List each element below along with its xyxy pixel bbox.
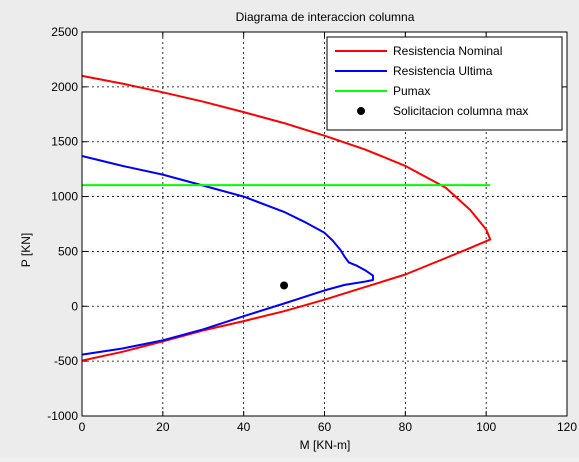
y-tick-label: -500 <box>54 354 78 368</box>
chart-title: Diagrama de interaccion columna <box>236 10 415 24</box>
legend-box <box>326 36 563 131</box>
x-tick-label: 20 <box>156 420 170 434</box>
series-line-resistencia-nominal <box>81 74 492 362</box>
y-tick-label: 2500 <box>51 25 78 39</box>
legend-label: Solicitacion columna max <box>393 104 528 118</box>
y-tick-label: 1500 <box>51 135 78 149</box>
x-tick-label: 80 <box>399 420 413 434</box>
legend-label: Resistencia Nominal <box>393 44 502 58</box>
x-tick-label: 100 <box>476 420 496 434</box>
axes-frame <box>81 31 568 417</box>
x-tick-label: 0 <box>79 420 86 434</box>
legend-marker-solicitacion <box>357 107 365 115</box>
x-axis-label: M [KN-m] <box>300 438 351 452</box>
y-tick-label: 2000 <box>51 80 78 94</box>
x-tick-label: 120 <box>557 420 577 434</box>
y-axis-label: P [KN] <box>19 233 33 267</box>
y-tick-label: 0 <box>71 299 78 313</box>
legend-label: Resistencia Ultima <box>393 64 493 78</box>
x-tick-label: 40 <box>237 420 251 434</box>
data-point-solicitacion <box>280 281 289 290</box>
x-tick-label: 60 <box>318 420 332 434</box>
y-tick-label: -1000 <box>47 409 78 423</box>
y-tick-label: 1000 <box>51 190 78 204</box>
series-line-resistencia-ultima <box>81 155 374 356</box>
y-tick-label: 500 <box>58 244 78 258</box>
legend-label: Pumax <box>393 84 430 98</box>
